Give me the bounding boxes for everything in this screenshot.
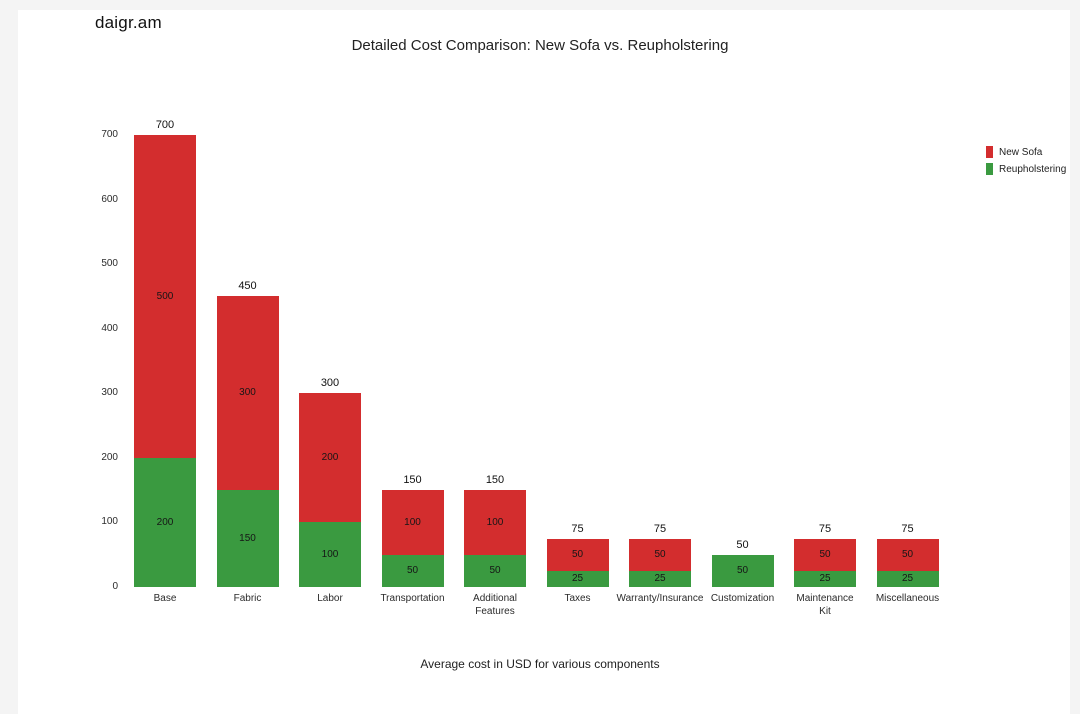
bar-total-label: 75 bbox=[653, 523, 667, 535]
chart-title: Detailed Cost Comparison: New Sofa vs. R… bbox=[351, 37, 729, 54]
x-axis-tick-label: Transportation bbox=[380, 593, 445, 604]
legend-item-new-sofa: New Sofa bbox=[986, 146, 1066, 158]
y-axis-tick-label: 600 bbox=[101, 193, 118, 205]
bar-segment-new-sofa bbox=[299, 393, 361, 522]
bar-segment-value: 150 bbox=[239, 532, 256, 544]
bar-segment-value: 25 bbox=[819, 573, 831, 584]
bar-segment-reupholstering bbox=[216, 490, 279, 587]
y-axis-tick-label: 100 bbox=[101, 516, 118, 528]
bar-segment-new-sofa bbox=[381, 490, 444, 555]
bar-segment-new-sofa bbox=[629, 539, 691, 571]
legend-item-reupholstering: Reupholstering bbox=[986, 163, 1066, 175]
bar-segment-reupholstering bbox=[546, 571, 609, 587]
y-axis-tick-label: 700 bbox=[101, 129, 118, 140]
bar-segment-reupholstering bbox=[711, 555, 774, 587]
bar-segment-value: 25 bbox=[571, 573, 584, 584]
bar-segment-value: 500 bbox=[156, 290, 174, 302]
x-axis-tick-label: Maintenance Kit bbox=[796, 593, 854, 617]
bar-segment-reupholstering bbox=[629, 571, 691, 587]
legend-label-new-sofa: New Sofa bbox=[999, 146, 1043, 158]
bar-segment-value: 25 bbox=[654, 573, 666, 584]
bar-total-label: 150 bbox=[485, 474, 505, 486]
bar-total-label: 75 bbox=[901, 523, 914, 535]
x-axis-tick-label: Warranty/Insurance bbox=[616, 593, 704, 604]
y-axis-tick-label: 500 bbox=[101, 258, 118, 270]
bar-segment-value: 50 bbox=[819, 549, 831, 560]
bar-segment-value: 50 bbox=[901, 549, 914, 560]
bar-segment-new-sofa bbox=[134, 135, 196, 458]
bar-segment-new-sofa bbox=[464, 490, 526, 555]
bar-segment-value: 50 bbox=[571, 549, 584, 560]
bar-segment-new-sofa bbox=[546, 539, 609, 571]
y-axis-tick-label: 0 bbox=[112, 581, 118, 592]
x-axis-title: Average cost in USD for various componen… bbox=[420, 657, 660, 671]
bar-segment-value: 200 bbox=[156, 516, 174, 528]
bar-total-label: 75 bbox=[571, 523, 584, 535]
bar-segment-value: 200 bbox=[321, 451, 339, 463]
legend: New Sofa Reupholstering bbox=[986, 146, 1066, 180]
bar-total-label: 700 bbox=[155, 119, 175, 131]
y-axis-tick-label: 400 bbox=[101, 322, 118, 334]
bar-segment-value: 50 bbox=[489, 565, 501, 576]
x-axis-tick-label: Base bbox=[153, 593, 177, 604]
y-axis-tick-label: 200 bbox=[101, 451, 118, 463]
bar-segment-new-sofa bbox=[876, 539, 939, 571]
bar-segment-reupholstering bbox=[381, 555, 444, 587]
bar-segment-reupholstering bbox=[876, 571, 939, 587]
bar-segment-value: 50 bbox=[406, 565, 419, 576]
bar-total-label: 300 bbox=[320, 377, 340, 389]
x-axis-tick-label: Additional Features bbox=[473, 593, 517, 617]
y-axis-tick-label: 300 bbox=[101, 387, 118, 399]
bar-segment-value: 300 bbox=[239, 387, 256, 398]
bar-total-label: 50 bbox=[736, 539, 749, 551]
bar-segment-reupholstering bbox=[299, 522, 361, 587]
app-logo: daigr.am bbox=[95, 13, 162, 32]
bar-segment-reupholstering bbox=[464, 555, 526, 587]
bar-segment-new-sofa bbox=[216, 296, 279, 490]
bar-segment-value: 50 bbox=[736, 565, 749, 576]
bar-total-label: 450 bbox=[238, 280, 257, 292]
x-axis-tick-label: Labor bbox=[317, 593, 343, 604]
x-axis-tick-label: Customization bbox=[710, 593, 775, 604]
bar-segment-value: 100 bbox=[404, 516, 421, 528]
bar-segment-reupholstering bbox=[794, 571, 856, 587]
legend-label-reupholstering: Reupholstering bbox=[999, 163, 1067, 175]
bar-segment-value: 25 bbox=[901, 573, 914, 584]
bar-segment-new-sofa bbox=[794, 539, 856, 571]
bar-segment-reupholstering bbox=[134, 458, 196, 587]
bar-segment-value: 100 bbox=[486, 516, 504, 528]
x-axis-tick-label: Miscellaneous bbox=[875, 593, 940, 604]
x-axis-tick-label: Taxes bbox=[564, 593, 591, 604]
legend-swatch-new-sofa-icon bbox=[986, 146, 993, 158]
bar-segment-value: 50 bbox=[654, 549, 666, 560]
x-axis-tick-label: Fabric bbox=[233, 593, 262, 604]
bar-total-label: 150 bbox=[403, 474, 422, 486]
legend-swatch-reupholstering-icon bbox=[986, 163, 993, 175]
bar-segment-value: 100 bbox=[321, 548, 339, 560]
bar-total-label: 75 bbox=[818, 523, 832, 535]
